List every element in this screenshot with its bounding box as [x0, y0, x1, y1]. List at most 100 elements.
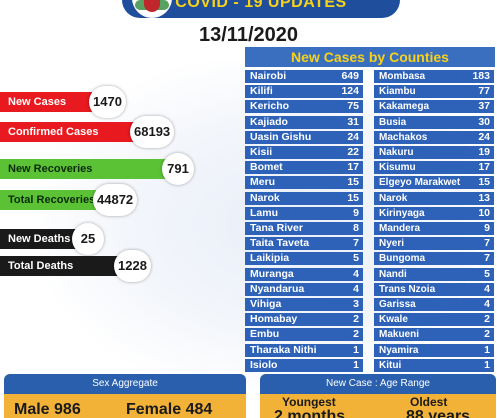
oldest-label: Oldest — [410, 395, 448, 409]
county-count: 15 — [347, 191, 359, 204]
stat-value: 68193 — [130, 116, 175, 148]
county-name: Lamu — [250, 206, 279, 219]
county-row: Embu 2 — [245, 328, 363, 342]
county-row: Kisumu 17 — [374, 161, 494, 175]
stat-label: New Deaths — [0, 229, 76, 249]
age-range-title: New Case : Age Range — [260, 374, 496, 394]
county-row: Mombasa 183 — [374, 70, 494, 83]
county-name: Taita Taveta — [250, 237, 310, 250]
county-row: Garissa 4 — [374, 298, 494, 311]
county-count: 3 — [353, 298, 359, 310]
county-name: Kisii — [250, 146, 273, 158]
county-row: Nairobi 649 — [245, 70, 363, 83]
county-count: 1 — [353, 343, 359, 356]
stat-label: New Cases — [0, 92, 92, 112]
stat-label: Total Recoveries — [0, 190, 96, 210]
county-count: 4 — [353, 282, 359, 295]
county-row: Busia 30 — [374, 115, 494, 129]
county-name: Uasin Gishu — [250, 130, 312, 143]
county-row: Tana River 8 — [245, 222, 363, 235]
male-count: Male 986 — [14, 401, 81, 418]
stat-value: 1228 — [114, 250, 151, 282]
county-name: Elgeyo Marakwet — [379, 177, 461, 189]
county-count: 31 — [347, 115, 359, 128]
county-name: Kajiado — [250, 115, 288, 128]
county-row: Kisii 22 — [245, 146, 363, 159]
county-row: Bungoma 7 — [374, 252, 494, 266]
age-range-panel: New Case : Age Range Youngest 2 months O… — [260, 374, 496, 418]
county-row: Laikipia 5 — [245, 252, 363, 266]
county-name: Kwale — [379, 314, 408, 326]
county-row: Mandera 9 — [374, 222, 494, 235]
county-name: Meru — [250, 176, 276, 189]
county-row: Kitui 1 — [374, 358, 494, 372]
county-count: 2 — [484, 313, 490, 326]
county-count: 15 — [347, 176, 359, 189]
county-count: 5 — [484, 267, 490, 280]
county-count: 5 — [353, 252, 359, 265]
county-count: 2 — [353, 328, 359, 341]
county-name: Nairobi — [250, 70, 287, 82]
female-count: Female 484 — [126, 401, 213, 418]
county-row: Vihiga 3 — [245, 298, 363, 311]
county-name: Kiambu — [379, 86, 416, 98]
county-row: Kwale 2 — [374, 313, 494, 327]
report-date: 13/11/2020 — [199, 24, 298, 46]
county-name: Bungoma — [379, 253, 426, 265]
county-name: Garissa — [379, 299, 416, 310]
county-name: Mombasa — [379, 71, 426, 82]
county-count: 124 — [341, 85, 359, 98]
county-row: Homabay 2 — [245, 313, 363, 327]
county-name: Narok — [250, 191, 280, 204]
county-count: 13 — [478, 191, 490, 204]
county-name: Muranga — [250, 267, 294, 280]
stat-value: 1470 — [89, 86, 126, 118]
county-name: Mandera — [379, 223, 421, 234]
county-row: Bomet 17 — [245, 161, 363, 175]
youngest-label: Youngest — [282, 395, 336, 409]
county-name: Tharaka Nithi — [250, 343, 317, 356]
county-name: Nakuru — [379, 147, 414, 158]
county-row: Trans Nzoia 4 — [374, 282, 494, 296]
county-row: Meru 15 — [245, 176, 363, 190]
county-row: Kajiado 31 — [245, 115, 363, 129]
sex-aggregate-title: Sex Aggregate — [4, 374, 246, 394]
county-name: Nyamira — [379, 344, 419, 356]
county-name: Busia — [379, 116, 407, 128]
county-row: Machakos 24 — [374, 130, 494, 144]
county-row: Nyeri 7 — [374, 237, 494, 251]
county-row: Lamu 9 — [245, 206, 363, 220]
county-name: Kitui — [379, 359, 402, 371]
county-row: Kirinyaga 10 — [374, 206, 494, 220]
county-name: Isiolo — [250, 358, 278, 371]
kenya-coat-of-arms-icon — [132, 0, 172, 18]
county-count: 7 — [484, 252, 490, 265]
county-name: Narok — [379, 192, 408, 204]
county-name: Embu — [250, 328, 280, 341]
county-row: Narok 13 — [374, 191, 494, 205]
county-count: 183 — [472, 70, 490, 82]
county-name: Kakamega — [379, 101, 430, 113]
county-name: Nyandarua — [250, 282, 305, 295]
county-row: Nyandarua 4 — [245, 282, 363, 296]
county-row: Uasin Gishu 24 — [245, 130, 363, 144]
county-row: Makueni 2 — [374, 328, 494, 342]
county-count: 15 — [478, 176, 490, 189]
county-name: Trans Nzoia — [379, 283, 436, 295]
header-banner: COVID - 19 UPDATES — [122, 0, 400, 18]
county-count: 4 — [353, 267, 359, 280]
county-count: 8 — [353, 222, 359, 234]
county-count: 19 — [478, 146, 490, 158]
county-name: Machakos — [379, 131, 428, 143]
county-count: 9 — [484, 222, 490, 234]
county-row: Nakuru 19 — [374, 146, 494, 159]
county-count: 1 — [353, 358, 359, 371]
county-name: Kilifi — [250, 85, 273, 98]
county-row: Kericho 75 — [245, 100, 363, 114]
county-row: Nyamira 1 — [374, 343, 494, 357]
county-count: 37 — [478, 100, 490, 113]
county-count: 9 — [353, 206, 359, 219]
county-row: Taita Taveta 7 — [245, 237, 363, 251]
county-count: 24 — [478, 130, 490, 143]
stat-value: 25 — [72, 223, 104, 255]
